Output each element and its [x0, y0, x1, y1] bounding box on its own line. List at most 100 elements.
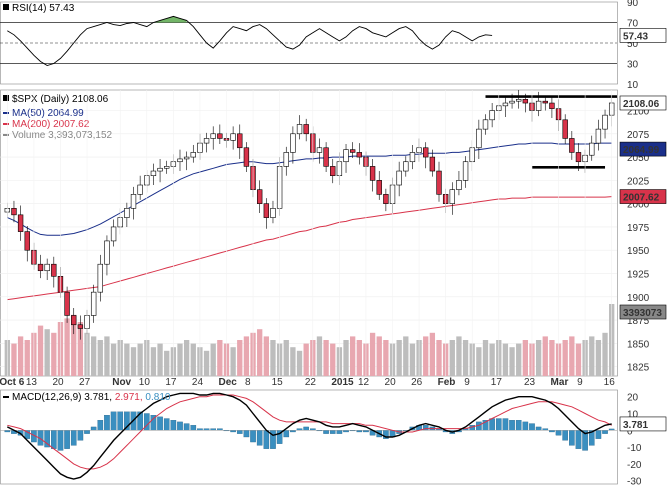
candle-body	[595, 128, 602, 144]
volume-bar	[436, 340, 442, 376]
candle-body	[535, 100, 542, 111]
macd-histogram-bar	[336, 430, 343, 434]
x-tick-label: 2015	[331, 377, 354, 388]
ma50-line	[7, 142, 612, 236]
volume-bar	[203, 350, 210, 376]
x-tick-label: 17	[491, 377, 503, 388]
candle-body	[542, 100, 548, 104]
macd-histogram-bar	[157, 416, 163, 431]
volume-bar	[476, 347, 482, 376]
rsi-y-tick-label: 30	[627, 60, 639, 71]
volume-bar	[549, 340, 555, 376]
volume-bar	[369, 332, 376, 376]
macd-histogram-bar	[256, 430, 263, 446]
price-y-tick-label: 2050	[627, 153, 650, 164]
candle-body	[296, 124, 303, 135]
volume-bar	[190, 343, 196, 376]
x-tick-label: Nov	[112, 377, 131, 388]
volume-bar	[356, 340, 362, 376]
macd-histogram-bar	[263, 430, 270, 449]
x-tick-label: 12	[358, 377, 370, 388]
macd-last-value-tag: 3.781	[623, 420, 648, 431]
candle-body	[44, 263, 50, 272]
candle-body	[17, 214, 24, 232]
volume-bar	[230, 347, 236, 376]
macd-histogram-bar	[495, 418, 502, 431]
candle-body	[104, 240, 110, 265]
price-y-tick-label: 2000	[627, 200, 650, 211]
rsi-overbought-fill	[106, 16, 187, 23]
volume-bar	[542, 336, 548, 376]
macd-histogram-bar	[70, 430, 77, 446]
candle-body	[489, 110, 495, 121]
macd-histogram-bar	[602, 430, 608, 434]
macd-histogram-bar	[290, 430, 296, 433]
macd-histogram-bar	[170, 420, 177, 431]
volume-bar	[137, 343, 143, 376]
rsi-last-value-tag-box	[619, 28, 667, 43]
volume-bar	[330, 343, 336, 376]
volume-bar	[71, 314, 77, 376]
ma200-value-tag: 2007.62	[623, 193, 660, 204]
x-tick-label: 20	[385, 377, 397, 388]
macd-legend-part-2: 0.810	[145, 392, 170, 403]
volume-bar	[164, 350, 170, 376]
x-tick-label: 9	[577, 377, 583, 388]
volume-bar	[409, 343, 416, 376]
volume-bar	[383, 340, 389, 376]
volume-bar	[429, 332, 436, 376]
macd-last-value-tag-box	[619, 416, 667, 432]
volume-bar	[124, 343, 130, 376]
volume-bar	[522, 340, 528, 376]
candle-body	[516, 99, 522, 102]
candle-body	[270, 208, 276, 218]
x-tick-label: 22	[305, 377, 317, 388]
candle-body	[97, 263, 103, 293]
candle-body	[522, 99, 529, 104]
rsi-legend-label: RSI(14) 57.43	[12, 3, 75, 14]
volume-bar	[130, 347, 137, 376]
candle-body	[183, 156, 190, 160]
x-tick-label: 9	[464, 377, 470, 388]
candle-body	[51, 263, 57, 277]
macd-histogram-bar	[250, 430, 256, 443]
price-y-tick-label: 1950	[627, 246, 650, 257]
candle-body	[356, 152, 363, 158]
volume-bar	[350, 336, 356, 376]
macd-histogram-bar	[555, 430, 562, 436]
candle-body	[462, 161, 469, 181]
x-tick-label: 20	[52, 377, 64, 388]
x-tick-label: 8	[245, 377, 251, 388]
macd-histogram-bar	[57, 430, 64, 451]
candle-body	[243, 147, 250, 167]
macd-histogram-bar	[190, 425, 197, 431]
volume-bar	[569, 336, 575, 376]
rsi-y-tick-label: 90	[627, 0, 639, 9]
volume-bar	[323, 340, 329, 376]
price-y-tick-label: 1850	[627, 339, 650, 350]
volume-bar	[270, 340, 276, 376]
volume-bar	[423, 336, 429, 376]
candle-body	[303, 124, 309, 135]
macd-legend-part-0: MACD(12,26,9) 3.781,	[12, 392, 115, 403]
macd-histogram-bar	[217, 428, 223, 431]
price-y-tick-label: 1925	[627, 270, 650, 281]
macd-histogram-bar	[77, 430, 84, 441]
macd-panel-frame	[0, 389, 618, 485]
volume-bar	[602, 332, 608, 376]
macd-histogram-bar	[64, 430, 70, 449]
volume-bar	[157, 343, 163, 376]
macd-histogram-bar	[329, 430, 336, 434]
price-y-tick-label: 2075	[627, 130, 650, 141]
candle-body	[137, 184, 143, 195]
candle-body	[509, 100, 515, 104]
macd-histogram-bar	[117, 411, 124, 431]
macd-legend-label: MACD(12,26,9) 3.781, 2.971, 0.810	[12, 392, 171, 403]
volume-bar	[183, 340, 190, 376]
candle-body	[164, 166, 170, 169]
volume-bar	[509, 347, 515, 376]
candle-body	[602, 114, 608, 130]
volume-bar	[296, 350, 303, 376]
volume-bar	[290, 347, 296, 376]
candle-body	[502, 102, 509, 107]
